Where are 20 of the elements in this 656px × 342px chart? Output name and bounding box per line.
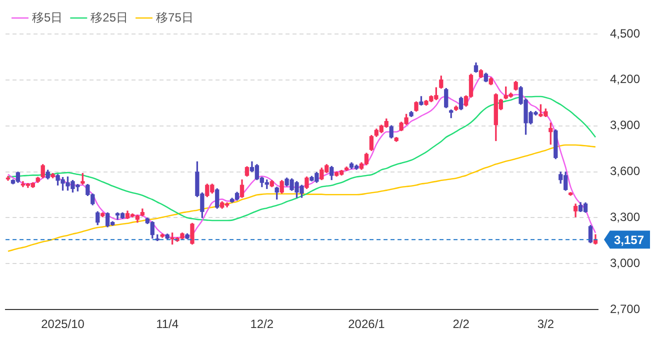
- x-tick-label: 11/4: [156, 317, 179, 332]
- x-tick-label: 12/2: [250, 317, 274, 332]
- line-series: [7, 96, 596, 222]
- y-tick-label: 4,200: [610, 72, 640, 86]
- y-tick-label: 3,600: [610, 164, 640, 178]
- x-tick-label: 3/2: [537, 317, 554, 332]
- y-tick-label: 3,900: [610, 118, 640, 132]
- x-tick-label: 2026/1: [348, 317, 386, 332]
- x-tick-label: 2/2: [452, 317, 470, 332]
- legend-label: 移75日: [156, 10, 194, 24]
- y-tick-label: 2,700: [610, 302, 640, 316]
- y-tick-label: 4,500: [610, 26, 640, 40]
- x-tick-label: 2025/10: [41, 317, 85, 332]
- legend-label: 移5日: [32, 10, 63, 24]
- line-series: [7, 144, 596, 252]
- line-series: [7, 76, 596, 238]
- y-tick-label: 3,300: [610, 210, 640, 224]
- ref-line-label: 3,157: [614, 232, 644, 247]
- y-tick-label: 3,000: [610, 256, 640, 270]
- legend-label: 移25日: [90, 10, 128, 24]
